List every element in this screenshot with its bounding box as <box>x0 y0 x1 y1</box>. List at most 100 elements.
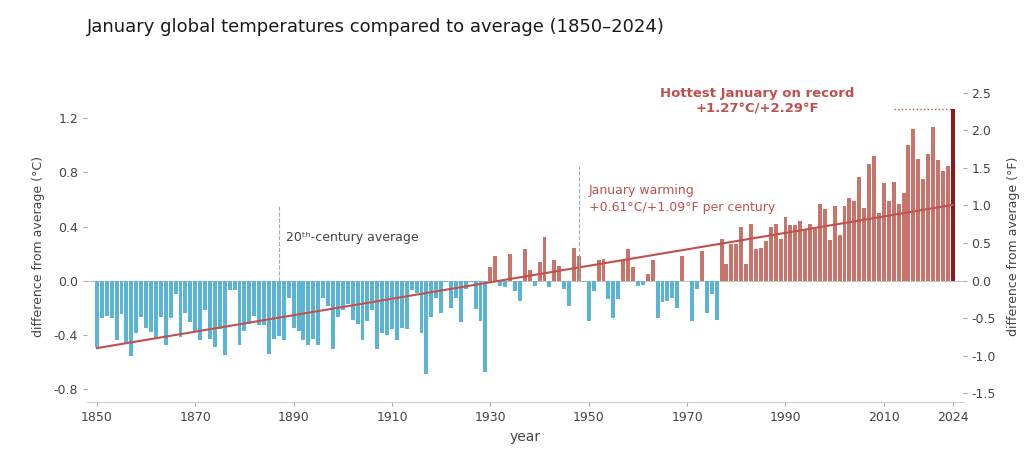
Bar <box>720 239 724 281</box>
Bar <box>922 179 925 281</box>
Bar <box>385 281 389 335</box>
Bar <box>454 281 458 298</box>
Bar <box>188 281 193 323</box>
Bar <box>360 281 365 340</box>
Bar <box>616 281 621 299</box>
Bar <box>311 281 315 339</box>
Bar <box>499 281 502 286</box>
Bar <box>523 250 526 281</box>
Bar <box>543 237 547 281</box>
Bar <box>306 281 310 345</box>
Bar <box>769 227 773 281</box>
Bar <box>843 206 847 281</box>
X-axis label: year: year <box>509 430 541 444</box>
Bar <box>399 281 403 328</box>
Text: Hottest January on record
+1.27°C/+2.29°F: Hottest January on record +1.27°C/+2.29°… <box>660 87 854 116</box>
Bar <box>852 201 856 281</box>
Bar <box>906 145 910 281</box>
Bar <box>926 154 930 281</box>
Bar <box>450 281 453 308</box>
Bar <box>611 281 615 319</box>
Bar <box>346 281 350 303</box>
Bar <box>316 281 321 345</box>
Bar <box>690 281 694 321</box>
Bar <box>120 281 124 314</box>
Bar <box>252 281 256 316</box>
Bar <box>395 281 399 340</box>
Bar <box>734 244 738 281</box>
Bar <box>778 239 782 281</box>
Bar <box>164 281 168 345</box>
Bar <box>469 281 473 282</box>
Bar <box>606 281 610 299</box>
Bar <box>95 281 99 347</box>
Bar <box>415 281 419 293</box>
Bar <box>355 281 359 324</box>
Bar <box>203 281 207 310</box>
Bar <box>488 267 493 281</box>
Bar <box>159 281 163 317</box>
Bar <box>877 213 881 281</box>
Bar <box>794 225 798 281</box>
Bar <box>518 281 522 301</box>
Bar <box>326 281 330 306</box>
Bar <box>626 250 630 281</box>
Bar <box>371 281 375 310</box>
Bar <box>936 160 940 281</box>
Bar <box>823 209 826 281</box>
Bar <box>238 281 242 345</box>
Text: 20ᵗʰ-century average: 20ᵗʰ-century average <box>287 231 419 244</box>
Bar <box>548 281 551 287</box>
Bar <box>744 264 749 281</box>
Bar <box>867 165 871 281</box>
Bar <box>897 203 900 281</box>
Bar <box>380 281 384 333</box>
Bar <box>262 281 266 325</box>
Bar <box>901 193 905 281</box>
Bar <box>680 256 684 281</box>
Bar <box>425 281 428 374</box>
Bar <box>660 281 665 302</box>
Bar <box>115 281 119 340</box>
Bar <box>562 281 566 289</box>
Bar <box>872 156 876 281</box>
Bar <box>592 281 596 292</box>
Bar <box>705 281 709 313</box>
Bar <box>375 281 379 350</box>
Bar <box>350 281 354 320</box>
Bar <box>527 270 531 281</box>
Bar <box>916 159 921 281</box>
Bar <box>715 281 719 320</box>
Bar <box>444 281 449 282</box>
Bar <box>833 206 837 281</box>
Bar <box>700 251 703 281</box>
Bar <box>950 109 954 281</box>
Bar <box>532 281 537 286</box>
Bar <box>366 281 370 321</box>
Bar <box>420 281 424 333</box>
Bar <box>322 281 325 298</box>
Bar <box>941 171 945 281</box>
Bar <box>208 281 212 339</box>
Bar <box>764 241 768 281</box>
Bar <box>404 281 409 329</box>
Bar <box>474 281 477 309</box>
Bar <box>331 281 335 350</box>
Bar <box>788 225 793 281</box>
Bar <box>783 217 787 281</box>
Bar <box>799 221 802 281</box>
Bar <box>292 281 296 328</box>
Bar <box>636 281 640 286</box>
Bar <box>725 264 728 281</box>
Bar <box>478 281 482 321</box>
Bar <box>750 224 753 281</box>
Bar <box>552 260 556 281</box>
Bar <box>297 281 300 330</box>
Bar <box>803 229 807 281</box>
Bar <box>125 281 128 343</box>
Bar <box>227 281 231 290</box>
Bar <box>774 224 777 281</box>
Bar <box>671 281 675 298</box>
Bar <box>848 198 851 281</box>
Bar <box>538 262 542 281</box>
